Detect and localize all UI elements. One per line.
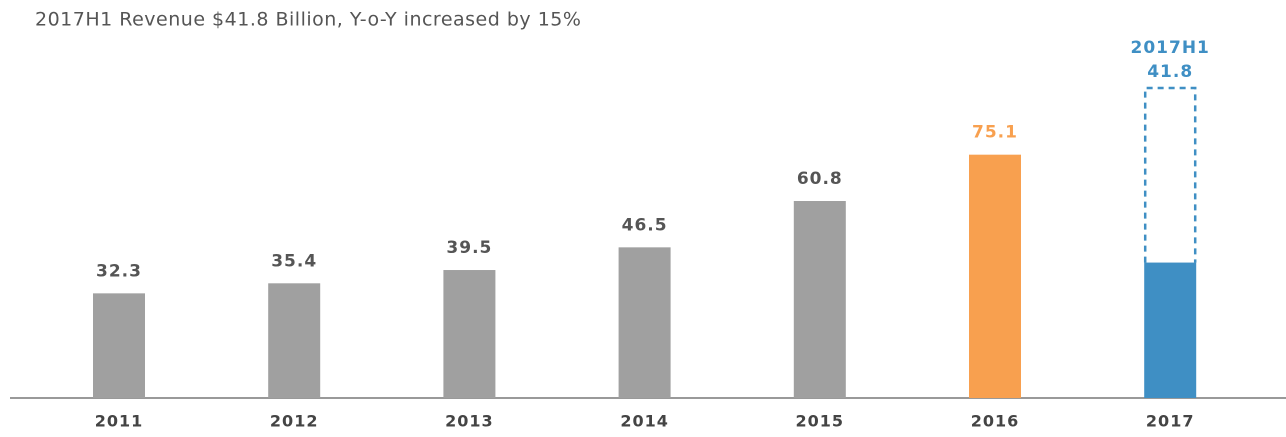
value-label: 75.1 xyxy=(972,123,1018,143)
x-tick-label: 2014 xyxy=(620,412,669,431)
bar xyxy=(969,154,1021,398)
bar xyxy=(793,201,846,398)
bar xyxy=(618,247,671,398)
x-tick-label: 2012 xyxy=(270,412,319,431)
annotation: 2017H1 xyxy=(1131,38,1210,58)
x-tick-label: 2016 xyxy=(971,412,1020,431)
value-label: 35.4 xyxy=(271,251,317,271)
chart-title: 2017H1 Revenue $41.8 Billion, Y-o-Y incr… xyxy=(35,9,581,31)
x-tick-label: 2011 xyxy=(95,412,144,431)
value-label: 46.5 xyxy=(622,215,668,235)
x-tick-label: 2015 xyxy=(796,412,845,431)
bar xyxy=(93,293,145,398)
value-label: 32.3 xyxy=(96,261,142,281)
bar xyxy=(268,283,321,398)
projection-outline xyxy=(1143,86,1197,263)
x-tick-label: 2017 xyxy=(1146,412,1195,431)
value-label: 39.5 xyxy=(446,238,492,258)
x-tick-label: 2013 xyxy=(445,412,494,431)
value-label: 41.8 xyxy=(1147,62,1193,82)
value-label: 60.8 xyxy=(797,169,843,189)
bar xyxy=(1144,262,1197,398)
bar xyxy=(443,270,496,398)
